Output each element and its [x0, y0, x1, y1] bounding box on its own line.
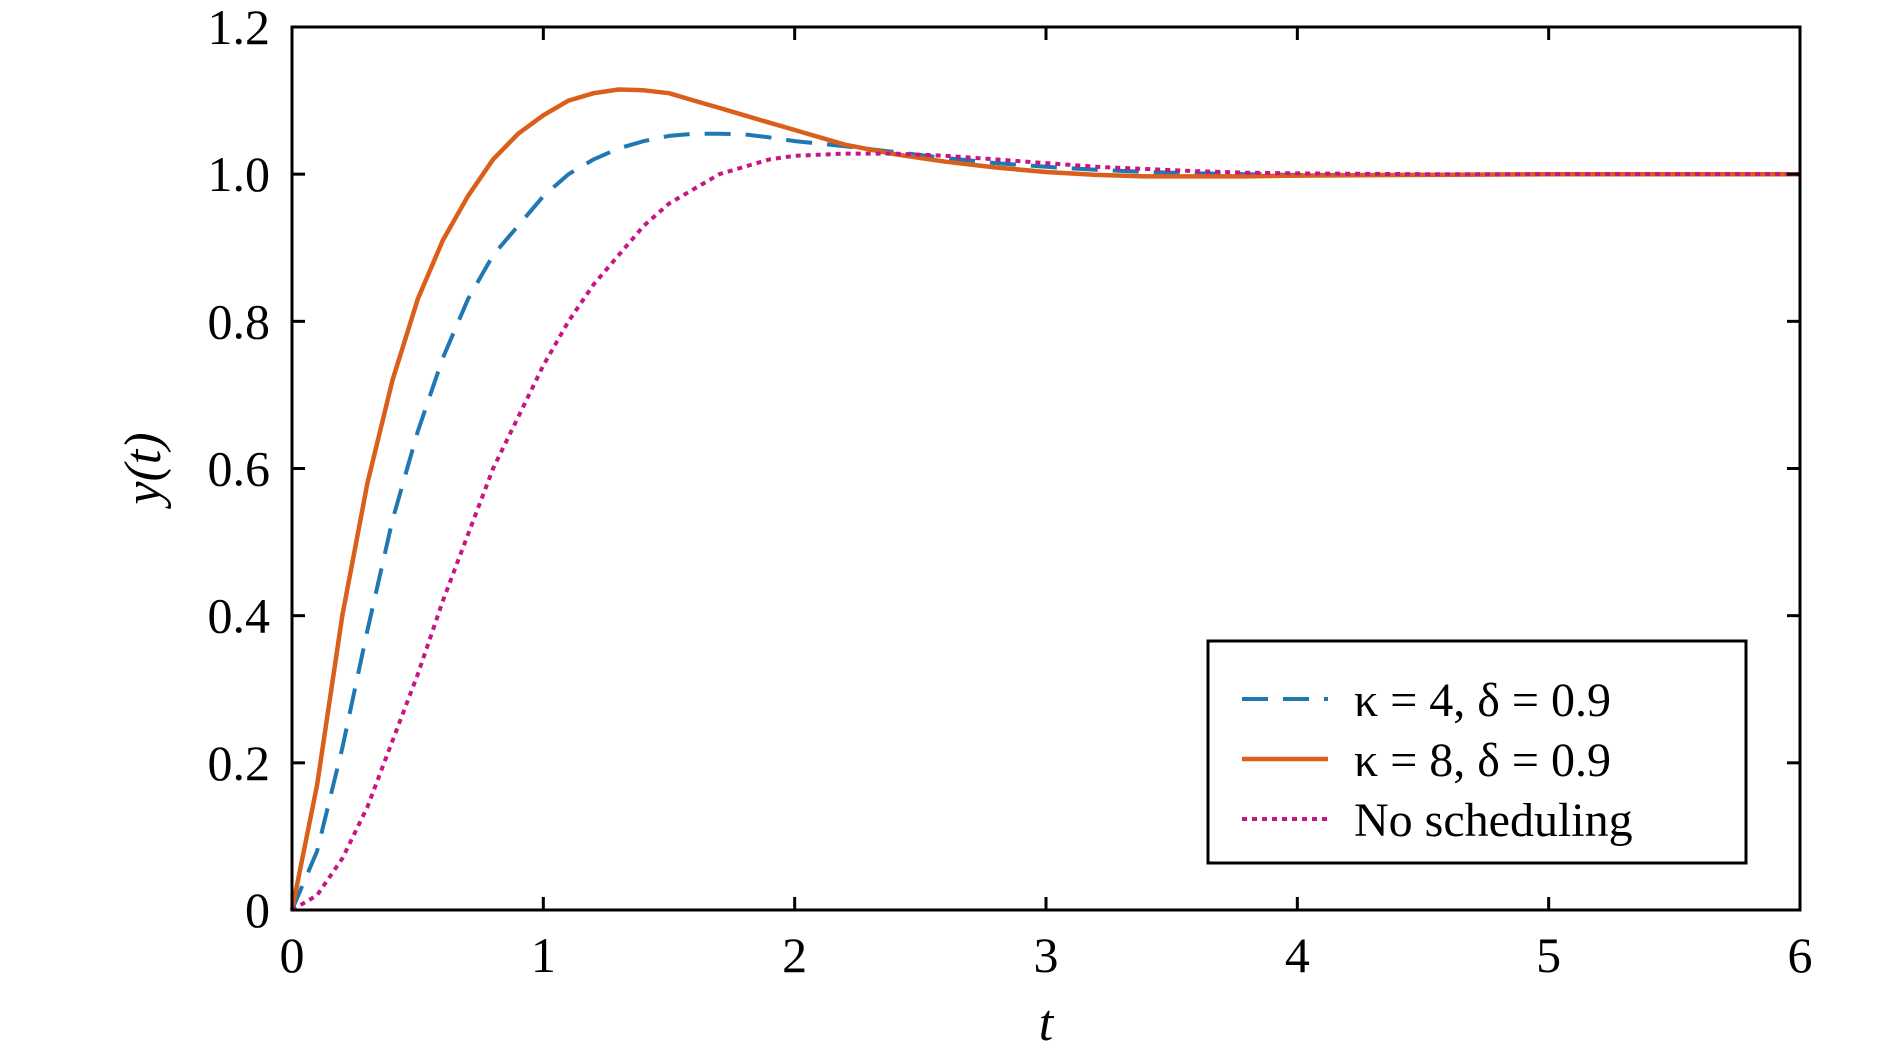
y-tick-label: 0.6	[208, 441, 271, 497]
y-tick-label: 0.2	[208, 735, 271, 791]
x-tick-label: 6	[1788, 927, 1813, 983]
y-tick-label: 0.8	[208, 293, 271, 349]
y-axis-title: y(t)	[115, 432, 172, 509]
legend-box	[1206, 639, 1748, 865]
x-tick-label: 4	[1285, 927, 1310, 983]
y-tick-label: 0.4	[208, 588, 271, 644]
y-tick-label: 0	[245, 882, 270, 938]
series-kappa8-line	[289, 87, 1800, 911]
tick-layer: 0 1 2 3 4 5 6 0 0.2 0.4 0.6 0.8 1.0 1.2	[208, 0, 1813, 983]
x-tick-label: 0	[280, 927, 305, 983]
x-tick-label: 1	[531, 927, 556, 983]
series-kappa4-line	[290, 131, 1800, 911]
x-tick-label: 5	[1536, 927, 1561, 983]
y-tick-label: 1.0	[208, 146, 271, 202]
legend-label-no-scheduling: No scheduling	[1354, 794, 1633, 847]
x-tick-label: 2	[782, 927, 807, 983]
series-no-scheduling-line	[290, 151, 1800, 912]
x-axis-title: t	[1039, 995, 1055, 1052]
legend-label-kappa4: κ = 4, δ = 0.9	[1354, 674, 1611, 727]
series-layer	[289, 87, 1800, 912]
y-tick-label: 1.2	[208, 0, 271, 55]
legend: κ = 4, δ = 0.9 κ = 8, δ = 0.9 No schedul…	[1206, 639, 1748, 865]
legend-label-kappa8: κ = 8, δ = 0.9	[1354, 734, 1611, 787]
x-tick-label: 3	[1034, 927, 1059, 983]
